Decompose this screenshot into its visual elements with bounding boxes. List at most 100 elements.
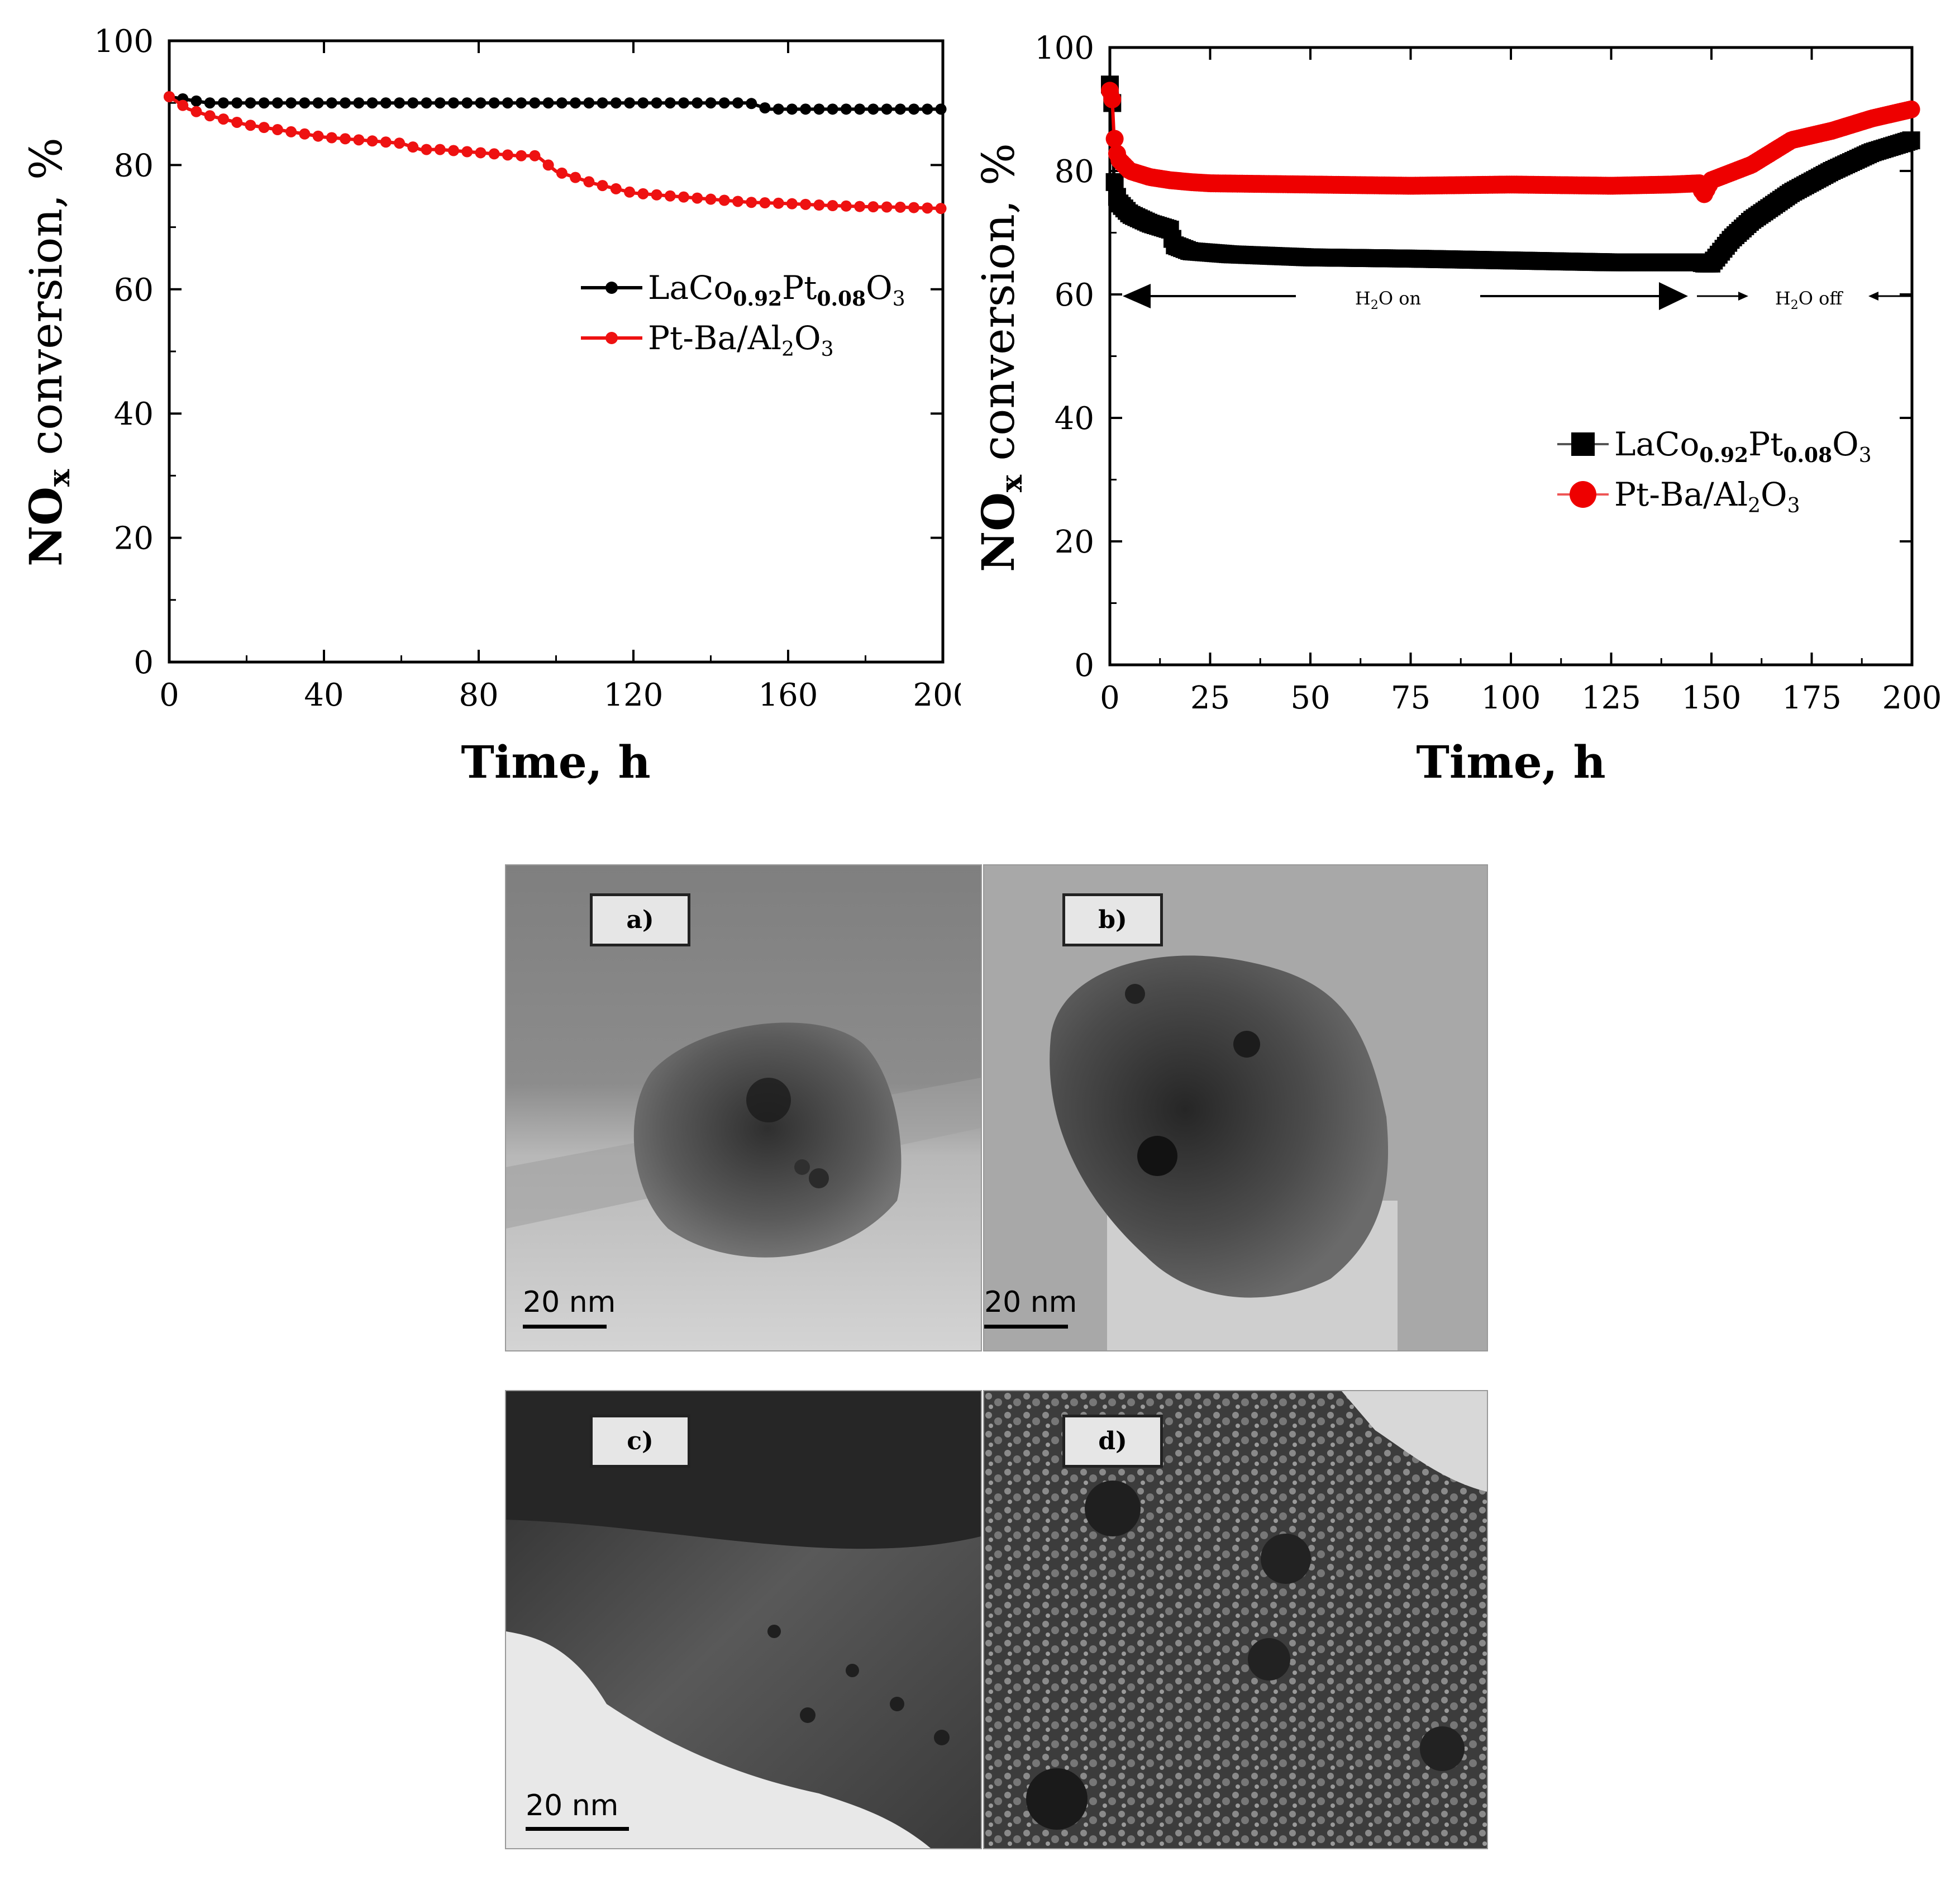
data-point <box>718 194 730 206</box>
series-group <box>1101 75 1920 273</box>
x-tick-label: 120 <box>604 677 664 713</box>
y-tick-label: 40 <box>114 396 154 432</box>
data-point <box>556 97 568 109</box>
x-tick-label: 175 <box>1782 680 1842 716</box>
data-point <box>881 201 893 213</box>
data-point <box>326 97 337 109</box>
data-point <box>340 133 351 145</box>
scale-text-c: 20 nm <box>526 1789 619 1822</box>
data-point <box>624 97 636 109</box>
legend-marker-ptba <box>1570 481 1596 508</box>
legend-label-laco: LaCo0.92Pt0.08O3 <box>1614 425 1872 467</box>
y-tick-label: 0 <box>133 645 154 681</box>
y-tick-label: 80 <box>1055 154 1094 190</box>
legend-marker-laco <box>1571 432 1595 456</box>
tem-image-d <box>984 1391 1487 1848</box>
data-point <box>258 122 270 134</box>
data-point <box>380 136 392 148</box>
h2o-off-label: H2O off <box>1775 288 1844 312</box>
x-tick-label: 75 <box>1391 680 1430 716</box>
chart-left: 0 40 80 120 160 200 0 20 40 60 80 100 Time, h NOx c… <box>20 23 961 788</box>
data-point <box>217 97 229 109</box>
data-point <box>285 126 297 137</box>
data-point <box>461 146 473 158</box>
data-point <box>935 103 947 115</box>
panel-label-c: c) <box>590 1415 690 1468</box>
tem-image-c <box>506 1391 981 1848</box>
legend-label-ptba: Pt-Ba/Al2O3 <box>1614 475 1800 517</box>
x-tick-label: 0 <box>159 677 179 713</box>
arrow-right-small-icon <box>1738 292 1748 301</box>
legend-marker-laco <box>605 282 618 294</box>
data-point <box>840 103 852 115</box>
tem-panel-a: a) 20 nm <box>505 864 982 1351</box>
data-point <box>881 103 893 115</box>
x-tick-label: 160 <box>759 677 818 713</box>
data-point <box>772 103 784 115</box>
data-point <box>705 193 717 205</box>
x-tick-label: 0 <box>1100 680 1120 716</box>
data-point <box>516 97 527 109</box>
data-point <box>786 198 798 210</box>
data-point <box>732 196 743 207</box>
data-point <box>271 124 283 136</box>
y-tick-label: 0 <box>1074 648 1094 684</box>
legend: LaCo0.92Pt0.08O3 Pt-Ba/Al2O3 <box>581 269 905 361</box>
data-point <box>245 120 256 131</box>
data-point <box>840 200 852 212</box>
panel-label-a: a) <box>590 893 690 946</box>
data-point <box>827 200 838 212</box>
data-point <box>583 97 595 109</box>
x-tick-label: 200 <box>913 677 961 713</box>
y-axis-label: NOx conversion, % <box>972 143 1029 572</box>
data-point <box>353 97 365 109</box>
data-point <box>570 172 581 183</box>
data-point <box>583 176 595 188</box>
data-point <box>867 201 879 213</box>
y-tick-label: 80 <box>114 147 154 184</box>
x-tick-label: 150 <box>1682 680 1742 716</box>
x-tick-label: 125 <box>1581 680 1641 716</box>
tem-image-b <box>984 865 1487 1350</box>
data-point <box>759 102 771 114</box>
tem-panel-c: c) 20 nm <box>505 1390 982 1849</box>
data-point <box>231 116 243 128</box>
data-point <box>421 144 432 155</box>
data-point <box>394 97 406 109</box>
data-point <box>624 186 636 198</box>
y-axis-label: NOx conversion, % <box>20 137 77 567</box>
data-point <box>610 183 622 194</box>
data-point <box>759 197 771 209</box>
data-point <box>597 180 608 192</box>
scale-bar-a <box>523 1325 607 1329</box>
x-tick-label: 80 <box>459 677 498 713</box>
data-point <box>1902 100 1920 118</box>
data-point <box>894 103 906 115</box>
data-point <box>664 190 676 202</box>
data-point <box>692 97 703 109</box>
data-point <box>692 192 703 204</box>
data-point <box>204 110 216 122</box>
data-point <box>434 97 446 109</box>
tick-group: 0 40 80 120 160 200 0 20 40 60 80 100 <box>94 23 961 713</box>
scale-bar-b <box>984 1325 1068 1329</box>
data-point <box>502 149 513 161</box>
y-tick-label: 60 <box>1055 277 1094 313</box>
data-point <box>299 128 311 140</box>
data-point <box>190 95 202 107</box>
data-point <box>177 99 189 111</box>
data-point <box>678 191 690 203</box>
scale-text-b: 20 nm <box>984 1286 1077 1319</box>
data-point <box>813 199 825 211</box>
data-point <box>380 97 392 109</box>
data-point <box>447 145 459 156</box>
x-axis-label: Time, h <box>461 736 650 788</box>
legend-label-ptba: Pt-Ba/Al2O3 <box>648 319 833 361</box>
data-point <box>204 97 216 109</box>
legend-label-laco: LaCo0.92Pt0.08O3 <box>648 269 905 311</box>
data-point <box>340 97 351 109</box>
data-point <box>746 98 757 110</box>
data-point <box>488 148 500 160</box>
data-point <box>597 97 608 109</box>
data-point <box>867 103 879 115</box>
